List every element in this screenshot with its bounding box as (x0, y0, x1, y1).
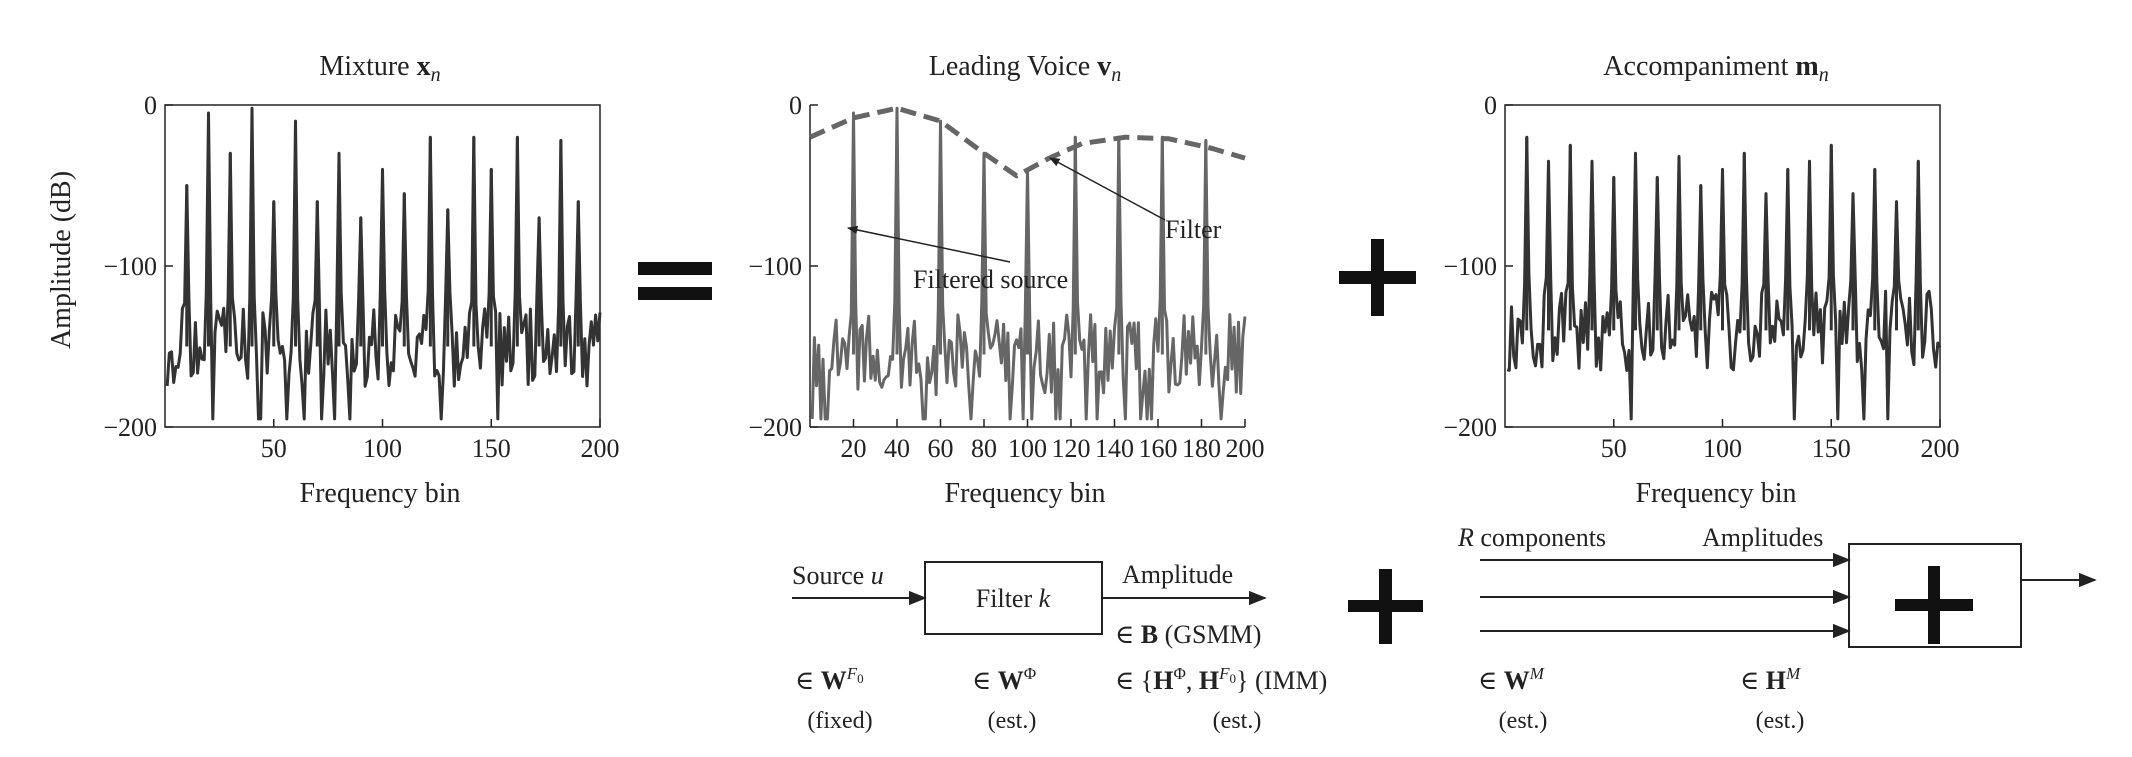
block-diagram: Source u Filter k Amplitude ∈ B (GSMM) ∈… (792, 523, 2097, 734)
source-set: ∈ WF0 (795, 664, 864, 695)
voice-xlabel: Frequency bin (945, 478, 1106, 509)
voice-annotation-source: Filtered source (913, 265, 1068, 294)
filter-box-label: Filter k (976, 584, 1051, 613)
y-tick-label: −200 (103, 413, 157, 442)
amplitudes-est-note: (est.) (1756, 708, 1805, 734)
x-tick-label: 150 (1812, 434, 1851, 463)
accompaniment-title: Accompaniment mn (1603, 51, 1828, 86)
accompaniment-xlabel: Frequency bin (1636, 478, 1797, 509)
y-tick-label: −200 (748, 413, 802, 442)
voice-title: Leading Voice vn (929, 51, 1121, 86)
mixture-ylabel: Amplitude (dB) (46, 171, 77, 349)
amplitudes-label: Amplitudes (1702, 523, 1823, 552)
panel-mixture: Mixture xn Amplitude (dB) Frequency bin … (46, 51, 620, 509)
panel-accompaniment: Accompaniment mn Frequency bin 0 −100 −200… (1443, 51, 1959, 509)
amplitude-set-imm: ∈ {HΦ, HF0} (IMM) (1115, 664, 1327, 695)
x-tick-label: 140 (1095, 434, 1134, 463)
mixture-xlabel: Frequency bin (300, 478, 461, 509)
y-tick-label: −100 (748, 252, 802, 281)
components-est-note: (est.) (1499, 708, 1548, 734)
x-tick-label: 180 (1182, 434, 1221, 463)
x-tick-label: 60 (928, 434, 954, 463)
voice-filter-envelope (808, 105, 1246, 179)
x-tick-label: 80 (971, 434, 997, 463)
panel-leading-voice: Leading Voice vn Frequency bin 0 −100 −200… (748, 51, 1264, 509)
x-tick-label: 200 (1921, 434, 1960, 463)
x-tick-label: 100 (363, 434, 402, 463)
amplitude-set-gsmm: ∈ B (GSMM) (1115, 620, 1261, 649)
mixture-title: Mixture xn (319, 51, 440, 86)
voice-plot-area: 0 −100 −200 20 40 60 80 100 120 140 160 180 200 (748, 91, 1264, 463)
filter-est-note: (est.) (988, 708, 1037, 734)
components-set: ∈ WM (1478, 664, 1545, 695)
sum-box-plus (1895, 566, 1973, 644)
y-tick-label: −100 (1443, 252, 1497, 281)
filter-pointer-arrow (1049, 157, 1166, 221)
y-tick-label: −200 (1443, 413, 1497, 442)
x-tick-label: 50 (261, 434, 287, 463)
x-tick-label: 40 (884, 434, 910, 463)
x-tick-label: 160 (1139, 434, 1178, 463)
voice-annotation-filter: Filter (1165, 215, 1222, 244)
x-tick-label: 200 (1226, 434, 1265, 463)
plus-operator-top (1339, 239, 1416, 316)
plus-operator-bottom (1348, 569, 1423, 644)
x-tick-label: 50 (1601, 434, 1627, 463)
amplitudes-set: ∈ HM (1740, 664, 1801, 695)
x-tick-label: 120 (1052, 434, 1091, 463)
x-tick-label: 100 (1008, 434, 1047, 463)
equals-operator (638, 262, 712, 300)
source-pointer-arrow (846, 225, 1011, 263)
filter-set: ∈ WΦ (972, 664, 1036, 695)
y-tick-label: 0 (789, 91, 802, 120)
y-tick-label: −100 (103, 252, 157, 281)
mixture-plot-area: 0 −100 −200 50 100 150 200 (103, 91, 619, 463)
source-fixed-note: (fixed) (807, 708, 872, 734)
amplitude-label: Amplitude (1122, 560, 1233, 589)
x-tick-label: 20 (841, 434, 867, 463)
x-tick-label: 150 (472, 434, 511, 463)
x-tick-label: 100 (1703, 434, 1742, 463)
amplitude-est-note: (est.) (1213, 708, 1262, 734)
accompaniment-plot-area: 0 −100 −200 50 100 150 200 (1443, 91, 1959, 463)
y-tick-label: 0 (1484, 91, 1497, 120)
x-tick-label: 200 (581, 434, 620, 463)
r-components-label: R components (1457, 523, 1606, 552)
sum-box (1848, 543, 2022, 648)
source-label: Source u (792, 561, 884, 590)
y-tick-label: 0 (144, 91, 157, 120)
